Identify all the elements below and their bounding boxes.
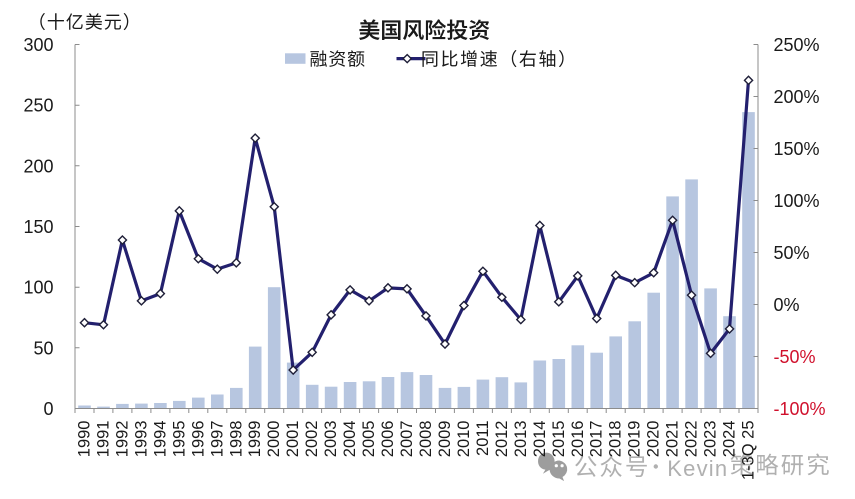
svg-text:100: 100 bbox=[23, 278, 53, 298]
svg-text:2020: 2020 bbox=[645, 421, 663, 458]
svg-text:200%: 200% bbox=[774, 87, 820, 107]
svg-text:100%: 100% bbox=[774, 191, 820, 211]
svg-text:-100%: -100% bbox=[774, 399, 826, 419]
svg-text:1-3Q 25: 1-3Q 25 bbox=[740, 421, 758, 481]
svg-text:2000: 2000 bbox=[265, 421, 283, 458]
svg-text:1998: 1998 bbox=[227, 421, 245, 458]
svg-text:1994: 1994 bbox=[151, 421, 169, 458]
svg-text:2005: 2005 bbox=[360, 421, 378, 458]
svg-text:-50%: -50% bbox=[774, 347, 816, 367]
svg-text:2002: 2002 bbox=[303, 421, 321, 458]
svg-text:2018: 2018 bbox=[607, 421, 625, 458]
svg-text:2006: 2006 bbox=[379, 421, 397, 458]
svg-text:50: 50 bbox=[33, 338, 53, 358]
svg-text:2010: 2010 bbox=[455, 421, 473, 458]
svg-text:2007: 2007 bbox=[398, 421, 416, 458]
svg-text:1995: 1995 bbox=[170, 421, 188, 458]
svg-text:300: 300 bbox=[23, 35, 53, 55]
svg-text:0: 0 bbox=[43, 399, 53, 419]
svg-text:2021: 2021 bbox=[664, 421, 682, 458]
svg-text:2004: 2004 bbox=[341, 421, 359, 458]
svg-text:1991: 1991 bbox=[95, 421, 113, 458]
svg-text:2016: 2016 bbox=[569, 421, 587, 458]
svg-text:1997: 1997 bbox=[208, 421, 226, 458]
svg-text:200: 200 bbox=[23, 156, 53, 176]
svg-text:1999: 1999 bbox=[246, 421, 264, 458]
svg-text:1990: 1990 bbox=[76, 421, 94, 458]
svg-text:1992: 1992 bbox=[113, 421, 131, 458]
svg-text:Kevin: Kevin bbox=[667, 456, 728, 481]
svg-text:0%: 0% bbox=[774, 295, 800, 315]
svg-text:2008: 2008 bbox=[417, 421, 435, 458]
svg-text:2024: 2024 bbox=[721, 421, 739, 458]
svg-text:2023: 2023 bbox=[702, 421, 720, 458]
svg-text:2014: 2014 bbox=[531, 421, 549, 458]
svg-text:2003: 2003 bbox=[322, 421, 340, 458]
svg-text:150: 150 bbox=[23, 217, 53, 237]
svg-text:150%: 150% bbox=[774, 139, 820, 159]
svg-text:1993: 1993 bbox=[132, 421, 150, 458]
svg-text:50%: 50% bbox=[774, 243, 810, 263]
svg-text:2001: 2001 bbox=[284, 421, 302, 458]
svg-text:2011: 2011 bbox=[474, 421, 492, 456]
svg-text:2009: 2009 bbox=[436, 421, 454, 458]
svg-text:2019: 2019 bbox=[626, 421, 644, 458]
svg-text:2017: 2017 bbox=[588, 421, 606, 458]
svg-text:2022: 2022 bbox=[683, 421, 701, 458]
svg-text:250: 250 bbox=[23, 96, 53, 116]
svg-text:1996: 1996 bbox=[189, 421, 207, 458]
svg-text:250%: 250% bbox=[774, 35, 820, 55]
svg-text:2015: 2015 bbox=[550, 421, 568, 458]
svg-text:2013: 2013 bbox=[512, 421, 530, 458]
svg-text:2012: 2012 bbox=[493, 421, 511, 458]
